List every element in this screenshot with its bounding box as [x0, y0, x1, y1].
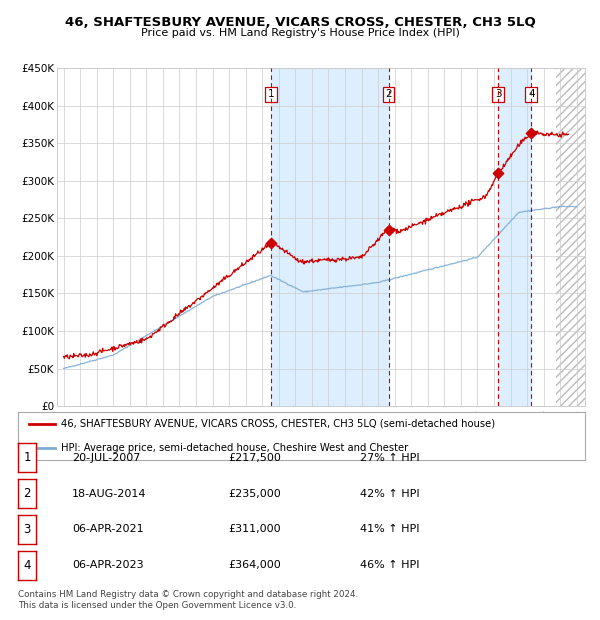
- Text: £235,000: £235,000: [228, 489, 281, 498]
- Text: 41% ↑ HPI: 41% ↑ HPI: [360, 525, 419, 534]
- Text: 2: 2: [385, 89, 392, 99]
- Text: £364,000: £364,000: [228, 560, 281, 570]
- Text: 06-APR-2023: 06-APR-2023: [72, 560, 143, 570]
- Text: HPI: Average price, semi-detached house, Cheshire West and Chester: HPI: Average price, semi-detached house,…: [61, 443, 408, 453]
- Point: [493, 167, 503, 177]
- Text: £217,500: £217,500: [228, 453, 281, 463]
- Point: [384, 224, 394, 234]
- Text: 3: 3: [495, 89, 502, 99]
- Point: [266, 238, 276, 248]
- Point: [527, 128, 536, 138]
- Text: 42% ↑ HPI: 42% ↑ HPI: [360, 489, 419, 498]
- Text: 1: 1: [23, 451, 31, 464]
- Bar: [271, 68, 389, 406]
- Text: 4: 4: [528, 89, 535, 99]
- Text: 4: 4: [23, 559, 31, 572]
- Text: £311,000: £311,000: [228, 525, 281, 534]
- Text: 46, SHAFTESBURY AVENUE, VICARS CROSS, CHESTER, CH3 5LQ: 46, SHAFTESBURY AVENUE, VICARS CROSS, CH…: [65, 16, 535, 29]
- Text: 18-AUG-2014: 18-AUG-2014: [72, 489, 146, 498]
- Bar: [556, 68, 585, 406]
- Text: 06-APR-2021: 06-APR-2021: [72, 525, 143, 534]
- Text: 2: 2: [23, 487, 31, 500]
- Bar: [498, 68, 532, 406]
- Text: 46% ↑ HPI: 46% ↑ HPI: [360, 560, 419, 570]
- Text: Price paid vs. HM Land Registry's House Price Index (HPI): Price paid vs. HM Land Registry's House …: [140, 28, 460, 38]
- Text: 27% ↑ HPI: 27% ↑ HPI: [360, 453, 419, 463]
- Bar: [556, 68, 585, 406]
- Text: 3: 3: [23, 523, 31, 536]
- Text: 1: 1: [268, 89, 275, 99]
- Text: 20-JUL-2007: 20-JUL-2007: [72, 453, 140, 463]
- Text: Contains HM Land Registry data © Crown copyright and database right 2024.
This d: Contains HM Land Registry data © Crown c…: [18, 590, 358, 609]
- Text: 46, SHAFTESBURY AVENUE, VICARS CROSS, CHESTER, CH3 5LQ (semi-detached house): 46, SHAFTESBURY AVENUE, VICARS CROSS, CH…: [61, 418, 494, 429]
